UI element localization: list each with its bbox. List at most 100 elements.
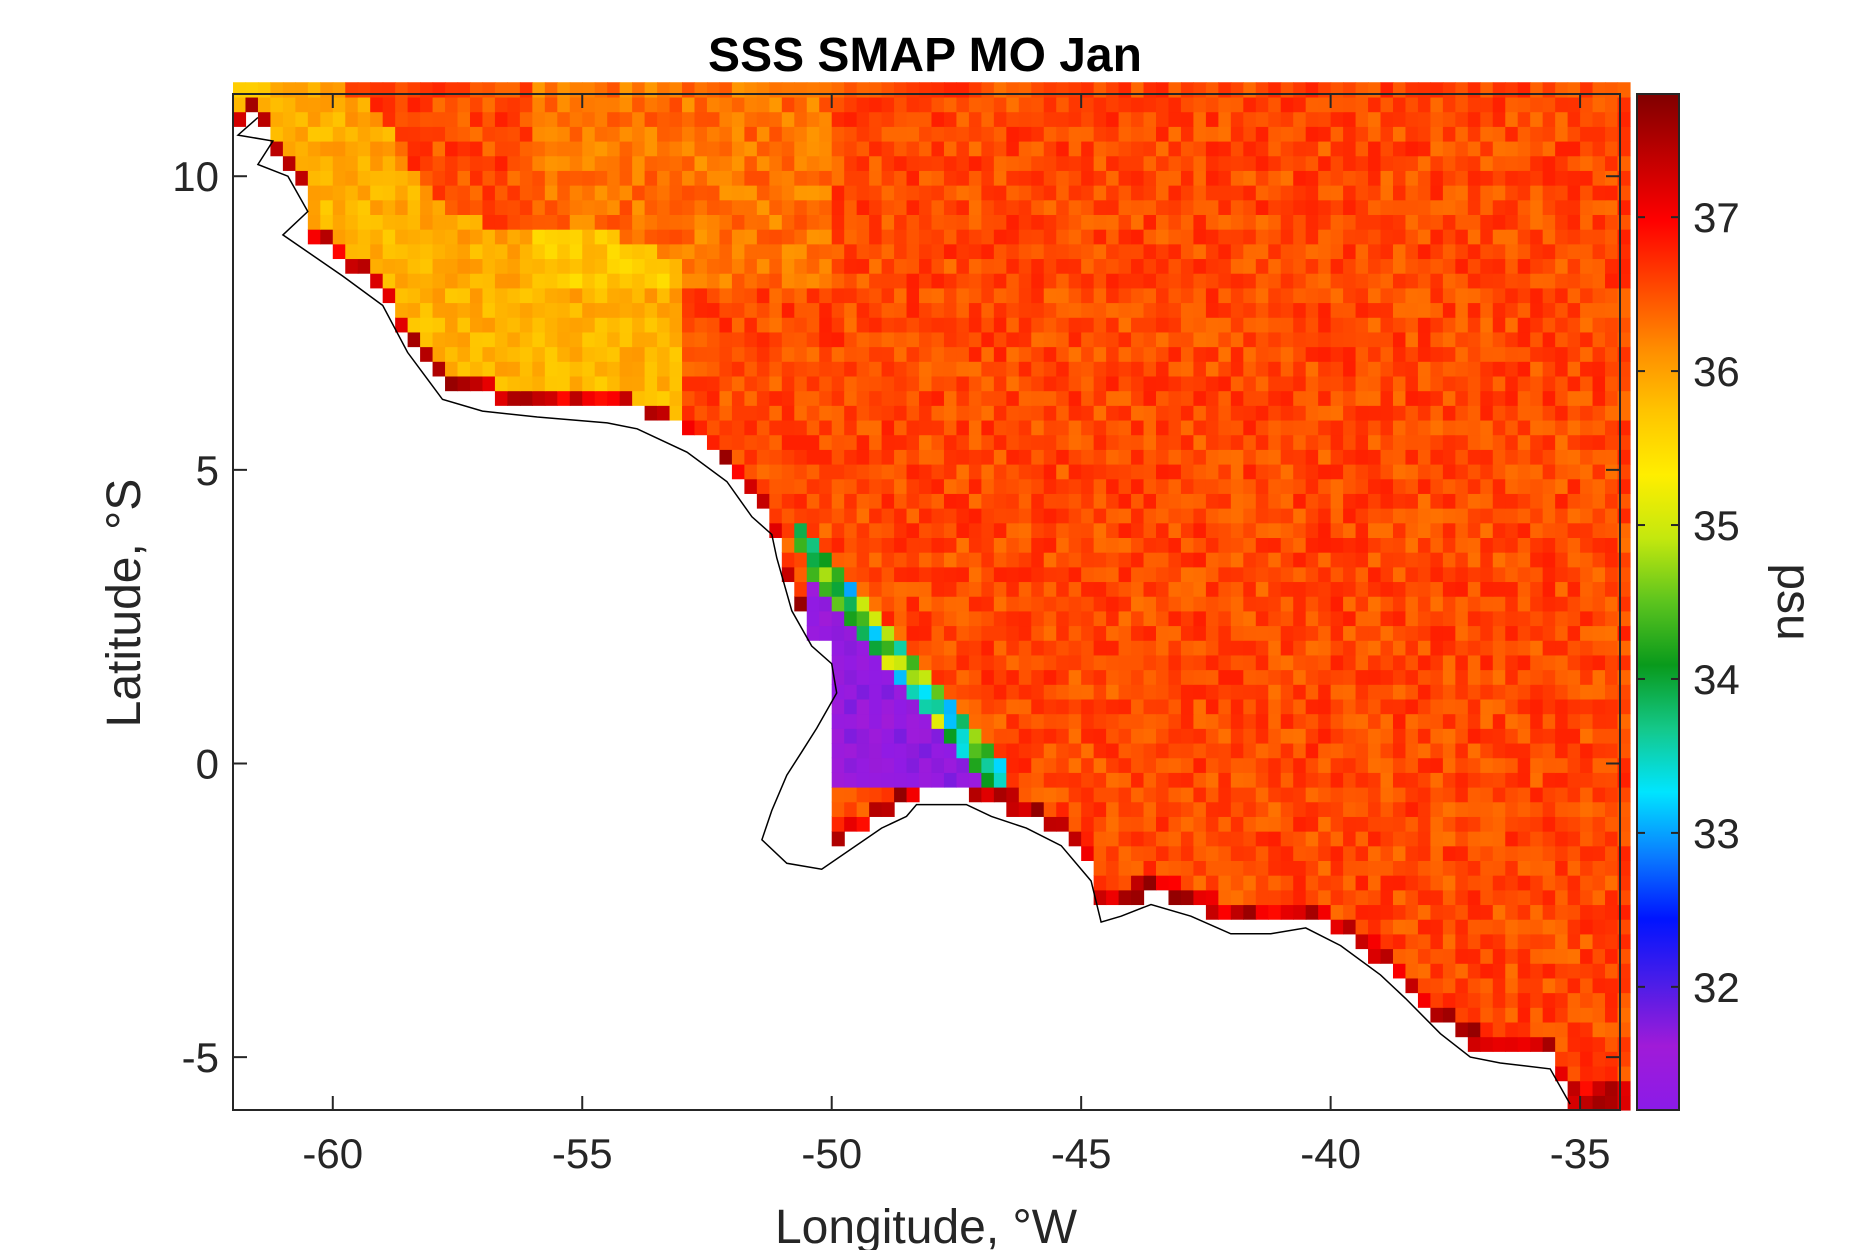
salinity-cell [831,140,845,157]
salinity-cell [582,375,596,392]
salinity-cell [1368,816,1382,832]
salinity-cell [968,229,982,245]
salinity-cell [906,111,920,127]
salinity-cell [881,698,895,715]
salinity-cell [781,155,795,171]
salinity-cell [1330,552,1344,568]
salinity-cell [619,243,633,260]
salinity-cell [1305,111,1319,127]
salinity-cell [1318,698,1332,715]
salinity-cell [1567,669,1581,685]
salinity-cell [494,170,508,186]
salinity-cell [1417,904,1432,920]
salinity-cell [856,816,870,832]
salinity-cell [1430,963,1444,979]
salinity-cell [1131,742,1145,759]
salinity-cell [1293,317,1307,333]
salinity-cell [1605,889,1619,906]
salinity-cell [382,126,396,142]
salinity-cell [1330,786,1344,803]
salinity-cell [1255,140,1269,157]
salinity-cell [1156,845,1170,861]
salinity-cell [869,346,883,362]
salinity-cell [370,82,384,98]
salinity-cell [1567,757,1581,773]
salinity-cell [1592,287,1606,304]
salinity-cell [1255,434,1269,450]
salinity-cell [1093,375,1107,392]
salinity-cell [1205,581,1219,597]
salinity-cell [1180,831,1195,847]
salinity-cell [1293,537,1307,553]
salinity-cell [869,111,883,127]
salinity-cell [1430,243,1444,260]
salinity-cell [1018,625,1032,641]
salinity-cell [557,126,571,142]
salinity-cell [731,273,745,289]
salinity-cell [494,331,508,348]
salinity-cell [931,772,945,788]
salinity-cell [1355,508,1369,524]
salinity-cell [881,243,895,260]
salinity-cell [532,302,546,318]
salinity-cell [919,302,933,318]
salinity-cell [1430,698,1444,715]
salinity-cell [420,258,434,274]
salinity-cell [806,361,820,377]
salinity-cell [756,287,770,304]
salinity-cell [956,610,970,627]
salinity-cell [1542,963,1556,979]
salinity-cell [1505,390,1519,406]
salinity-cell [345,111,359,127]
salinity-cell [1567,463,1581,480]
salinity-cell [557,375,571,392]
salinity-cell [1118,170,1132,186]
salinity-cell [1056,654,1070,671]
salinity-cell [1043,669,1057,685]
salinity-cell [794,375,808,392]
salinity-cell [1605,405,1619,421]
salinity-cell [1368,904,1382,920]
salinity-cell [1043,698,1057,715]
salinity-cell [1605,977,1619,994]
salinity-cell [682,214,696,230]
salinity-cell [1455,596,1469,612]
salinity-cell [370,140,384,157]
salinity-cell [831,361,845,377]
salinity-cell [1455,640,1469,656]
salinity-cell [1417,302,1432,318]
salinity-cell [507,199,521,215]
salinity-cell [1505,596,1519,612]
salinity-cell [1131,434,1145,450]
salinity-cell [956,155,970,171]
salinity-cell [1605,1036,1619,1052]
salinity-cell [1318,96,1332,113]
salinity-cell [1455,610,1469,627]
salinity-cell [769,346,783,362]
salinity-cell [1018,126,1032,142]
salinity-cell [844,757,858,773]
salinity-cell [1031,170,1045,186]
salinity-cell [1480,977,1494,994]
salinity-cell [1480,287,1494,304]
salinity-cell [1492,331,1506,348]
salinity-cell [1455,1021,1469,1038]
salinity-cell [1031,214,1045,230]
salinity-cell [1293,625,1307,641]
salinity-cell [519,243,533,260]
salinity-cell [557,361,571,377]
salinity-cell [494,155,508,171]
salinity-cell [1580,610,1594,627]
salinity-cell [1442,831,1456,847]
salinity-cell [943,713,958,729]
salinity-cell [607,96,621,113]
salinity-cell [1343,434,1357,450]
salinity-cell [1093,214,1107,230]
salinity-cell [1417,992,1432,1008]
salinity-cell [1555,405,1569,421]
salinity-cell [1180,728,1195,744]
salinity-cell [420,170,434,186]
salinity-cell [744,478,758,494]
salinity-cell [1505,478,1519,494]
salinity-cell [1530,361,1544,377]
